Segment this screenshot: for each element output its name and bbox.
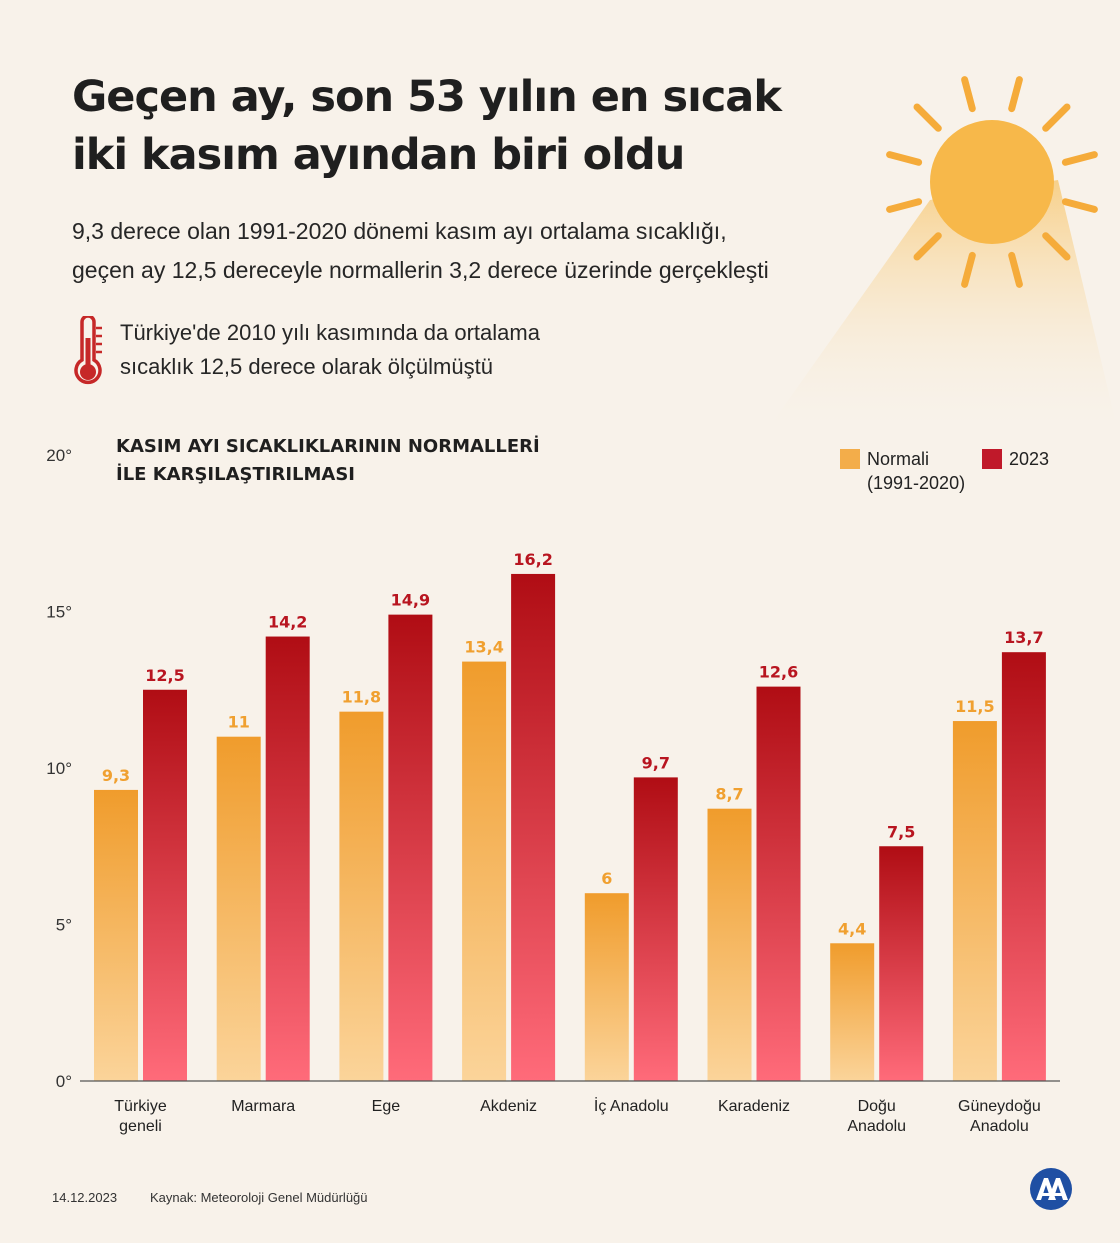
data-label: 14,2: [268, 613, 307, 632]
legend-label-2023: 2023: [1009, 449, 1049, 469]
data-label: 13,7: [1004, 628, 1043, 647]
y-tick-label: 10°: [46, 759, 72, 778]
footer-source: Kaynak: Meteoroloji Genel Müdürlüğü: [150, 1190, 368, 1205]
sun-ray: [961, 251, 976, 288]
data-label: 8,7: [715, 785, 743, 804]
bar-2023: [388, 614, 433, 1082]
x-tick-label: Anadolu: [970, 1118, 1029, 1135]
data-label: 9,7: [642, 753, 670, 772]
subtitle-line-2: geçen ay 12,5 dereceyle normallerin 3,2 …: [72, 257, 769, 283]
bar-normal: [462, 661, 507, 1081]
sun-ray: [1008, 251, 1023, 288]
bar-normal: [707, 808, 752, 1081]
x-tick-label: İç Anadolu: [594, 1096, 669, 1115]
y-tick-label: 15°: [46, 603, 72, 622]
sun-ray: [961, 76, 976, 113]
bar-2023: [511, 573, 556, 1082]
data-label: 11,5: [955, 697, 994, 716]
bar-2023: [633, 777, 678, 1081]
x-tick-label: Marmara: [231, 1098, 295, 1115]
subtitle: 9,3 derece olan 1991-2020 dönemi kasım a…: [72, 212, 769, 290]
note-line-1: Türkiye'de 2010 yılı kasımında da ortala…: [120, 320, 540, 345]
subtitle-line-1: 9,3 derece olan 1991-2020 dönemi kasım a…: [72, 218, 727, 244]
sun-ray: [1061, 198, 1098, 213]
x-tick-label: Karadeniz: [718, 1098, 790, 1115]
aa-logo-icon: [1030, 1168, 1072, 1210]
sun-ray: [886, 151, 923, 166]
bars: 9,3 12,5 11 14,2 11,8 14,9 13,4 16,2 6 9,7 8,7 12,6…: [94, 550, 1046, 1082]
footer-date: 14.12.2023: [52, 1190, 118, 1205]
bar-normal: [339, 711, 384, 1081]
bar-2023: [756, 686, 801, 1082]
x-tick-label: Doğu: [858, 1098, 896, 1115]
data-label: 7,5: [887, 822, 915, 841]
title-line-2: iki kasım ayından biri oldu: [72, 130, 685, 180]
bar-normal: [952, 721, 997, 1082]
x-tick-label: Güneydoğu: [958, 1098, 1041, 1115]
data-label: 12,6: [759, 663, 798, 682]
x-tick-label: Akdeniz: [480, 1098, 537, 1115]
sun-ray: [913, 103, 942, 132]
bar-normal: [216, 736, 261, 1081]
legend-swatch-2023: [982, 449, 1002, 469]
bar-2023: [265, 636, 310, 1082]
sun-ray: [1008, 76, 1023, 113]
legend-swatch-normal: [840, 449, 860, 469]
bar-2023: [143, 689, 187, 1082]
data-label: 9,3: [102, 766, 130, 785]
y-tick-label: 0°: [56, 1072, 72, 1091]
data-label: 13,4: [464, 638, 503, 657]
data-label: 12,5: [145, 666, 184, 685]
chart-title-line-2: İLE KARŞILAŞTIRILMASI: [116, 463, 355, 485]
data-label: 14,9: [391, 591, 430, 610]
sun-icon: [760, 76, 1120, 440]
historical-note: Türkiye'de 2010 yılı kasımında da ortala…: [120, 316, 540, 384]
legend: Normali (1991-2020) 2023: [840, 449, 1049, 493]
sun-ray: [913, 232, 942, 261]
bar-normal: [584, 893, 629, 1081]
y-tick-label: 20°: [46, 446, 72, 465]
sun-disc: [930, 120, 1054, 244]
y-tick-label: 5°: [56, 916, 72, 935]
legend-label-normal-line-2: (1991-2020): [867, 473, 965, 493]
bar-chart: KASIM AYI SICAKLIKLARININ NORMALLERİ İLE…: [46, 435, 1060, 1135]
x-tick-label: Anadolu: [847, 1118, 906, 1135]
y-axis: 0° 5° 10° 15° 20°: [46, 446, 72, 1091]
legend-label-normal-line-1: Normali: [867, 449, 929, 469]
x-tick-label: geneli: [119, 1118, 162, 1135]
chart-title-line-1: KASIM AYI SICAKLIKLARININ NORMALLERİ: [116, 435, 540, 457]
data-label: 16,2: [513, 550, 552, 569]
page-title: Geçen ay, son 53 yılın en sıcak iki kası…: [72, 68, 782, 184]
bar-2023: [879, 846, 924, 1082]
x-tick-label: Ege: [372, 1098, 401, 1115]
bar-normal: [830, 943, 875, 1081]
bar-normal: [94, 789, 138, 1082]
bar-2023: [1001, 652, 1046, 1081]
data-label: 4,4: [838, 919, 866, 938]
sun-ray: [1042, 232, 1071, 261]
note-line-2: sıcaklık 12,5 derece olarak ölçülmüştü: [120, 354, 493, 379]
sun-ray: [886, 198, 923, 213]
sun-ray: [1061, 151, 1098, 166]
data-label: 6: [601, 869, 612, 888]
title-line-1: Geçen ay, son 53 yılın en sıcak: [72, 72, 782, 122]
x-axis-labels: Türkiye geneli Marmara Ege Akdeniz İç Anadolu…: [114, 1096, 1040, 1135]
x-tick-label: Türkiye: [114, 1098, 167, 1115]
data-label: 11: [228, 713, 250, 732]
data-label: 11,8: [342, 688, 381, 707]
thermometer-icon: [74, 316, 102, 385]
sun-ray: [1042, 103, 1071, 132]
sun-beam: [760, 180, 1120, 440]
